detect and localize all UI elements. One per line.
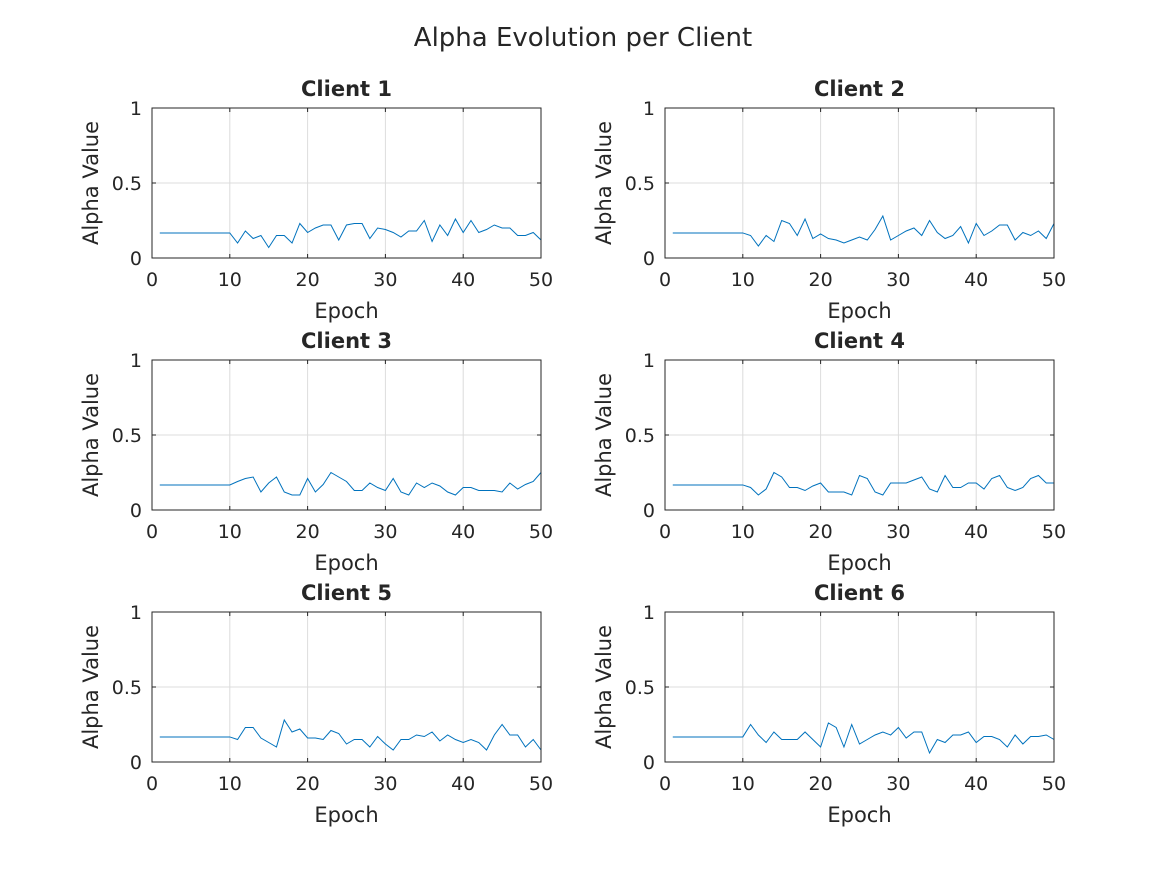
x-tick-label: 10 (218, 773, 242, 795)
y-axis-label: Alpha Value (79, 121, 103, 245)
x-tick-label: 0 (659, 521, 671, 543)
x-axis-label: Epoch (827, 551, 891, 575)
x-tick-label: 40 (451, 773, 475, 795)
x-tick-label: 20 (296, 269, 320, 291)
y-tick-label: 0 (130, 248, 142, 270)
x-tick-label: 50 (1042, 773, 1066, 795)
x-tick-label: 10 (218, 269, 242, 291)
x-tick-label: 10 (731, 773, 755, 795)
x-axis-label: Epoch (314, 803, 378, 827)
subplot-title: Client 6 (814, 581, 905, 605)
y-tick-label: 0.5 (112, 425, 142, 447)
y-tick-label: 0.5 (625, 425, 655, 447)
y-tick-label: 1 (643, 350, 655, 372)
x-tick-label: 50 (1042, 521, 1066, 543)
subplot-title: Client 5 (301, 581, 392, 605)
x-tick-label: 50 (529, 773, 553, 795)
y-tick-label: 0 (643, 248, 655, 270)
y-axis-label: Alpha Value (592, 625, 616, 749)
y-tick-label: 0.5 (625, 173, 655, 195)
x-tick-label: 10 (731, 269, 755, 291)
subplot-1: 0 10 20 30 40 50 0 0.5 1 Client 1 Epoch Alpha Value (79, 77, 553, 323)
x-axis-label: Epoch (314, 551, 378, 575)
x-axis-label: Epoch (827, 299, 891, 323)
subplot-title: Client 4 (814, 329, 905, 353)
subplot-5: 0 10 20 30 40 50 0 0.5 1 Client 5 Epoch Alpha Value (79, 581, 553, 827)
x-tick-label: 30 (886, 521, 910, 543)
y-tick-label: 0 (643, 500, 655, 522)
x-tick-label: 0 (146, 773, 158, 795)
y-tick-label: 0 (130, 752, 142, 774)
subplot-title: Client 2 (814, 77, 905, 101)
y-tick-label: 0.5 (112, 677, 142, 699)
y-axis-label: Alpha Value (592, 373, 616, 497)
x-tick-label: 0 (146, 521, 158, 543)
x-tick-label: 20 (809, 269, 833, 291)
subplot-2: 0 10 20 30 40 50 0 0.5 1 Client 2 Epoch Alpha Value (592, 77, 1066, 323)
y-axis-label: Alpha Value (79, 373, 103, 497)
data-series-line (672, 722, 1055, 755)
x-tick-label: 30 (373, 269, 397, 291)
x-tick-label: 0 (659, 269, 671, 291)
x-tick-label: 20 (296, 521, 320, 543)
y-tick-label: 1 (643, 602, 655, 624)
y-tick-label: 1 (130, 98, 142, 120)
x-tick-label: 30 (373, 521, 397, 543)
x-tick-label: 40 (451, 269, 475, 291)
figure-title: Alpha Evolution per Client (414, 23, 752, 53)
data-series-line (159, 217, 542, 249)
x-tick-label: 0 (146, 269, 158, 291)
x-tick-label: 20 (809, 773, 833, 795)
x-tick-label: 30 (373, 773, 397, 795)
x-tick-label: 40 (964, 521, 988, 543)
y-tick-label: 0.5 (625, 677, 655, 699)
subplot-6: 0 10 20 30 40 50 0 0.5 1 Client 6 Epoch Alpha Value (592, 581, 1066, 827)
y-tick-label: 0 (643, 752, 655, 774)
y-tick-label: 1 (130, 350, 142, 372)
x-axis-label: Epoch (314, 299, 378, 323)
x-tick-label: 30 (886, 773, 910, 795)
data-series-line (159, 718, 542, 751)
x-tick-label: 0 (659, 773, 671, 795)
x-tick-label: 30 (886, 269, 910, 291)
y-tick-label: 1 (643, 98, 655, 120)
y-tick-label: 0.5 (112, 173, 142, 195)
y-axis-label: Alpha Value (79, 625, 103, 749)
data-series-line (672, 214, 1055, 247)
x-tick-label: 50 (1042, 269, 1066, 291)
data-series-line (159, 471, 542, 496)
x-tick-label: 50 (529, 521, 553, 543)
x-tick-label: 40 (451, 521, 475, 543)
x-tick-label: 10 (731, 521, 755, 543)
y-axis-label: Alpha Value (592, 121, 616, 245)
subplot-title: Client 1 (301, 77, 392, 101)
y-tick-label: 1 (130, 602, 142, 624)
subplot-4: 0 10 20 30 40 50 0 0.5 1 Client 4 Epoch Alpha Value (592, 329, 1066, 575)
x-tick-label: 10 (218, 521, 242, 543)
x-tick-label: 40 (964, 773, 988, 795)
x-tick-label: 40 (964, 269, 988, 291)
x-axis-label: Epoch (827, 803, 891, 827)
x-tick-label: 20 (809, 521, 833, 543)
x-tick-label: 50 (529, 269, 553, 291)
x-tick-label: 20 (296, 773, 320, 795)
data-series-line (672, 471, 1054, 496)
subplot-title: Client 3 (301, 329, 392, 353)
subplot-3: 0 10 20 30 40 50 0 0.5 1 Client 3 Epoch Alpha Value (79, 329, 553, 575)
y-tick-label: 0 (130, 500, 142, 522)
